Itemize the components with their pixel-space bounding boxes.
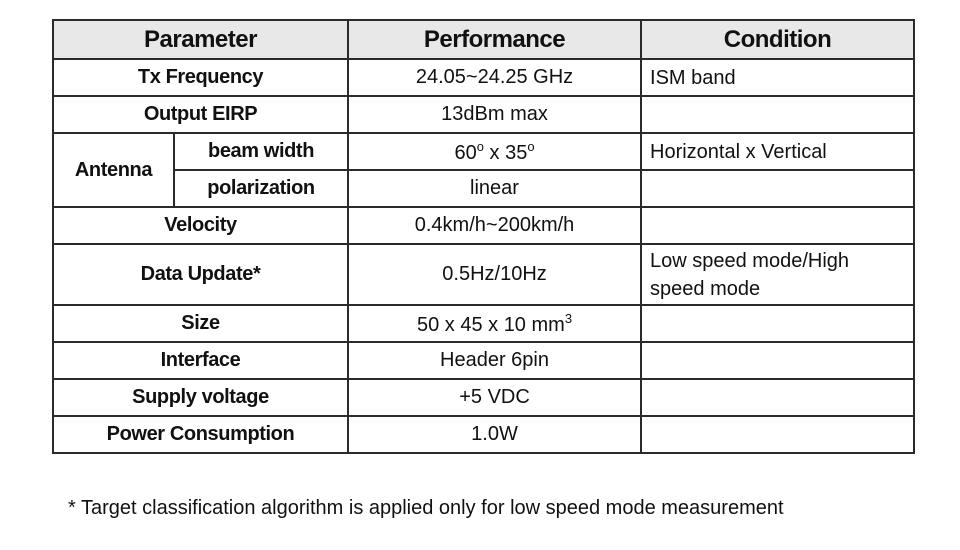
sub-parameter-cell: polarization [172, 169, 350, 208]
parameter-cell: Data Update* [51, 243, 350, 306]
performance-cell: +5 VDC [347, 378, 643, 417]
parameter-cell: Output EIRP [51, 95, 350, 134]
superscript: 3 [564, 310, 573, 326]
superscript: o [476, 138, 484, 154]
superscript: o [527, 138, 535, 154]
condition-cell [640, 206, 916, 245]
text: +5 VDC [459, 386, 530, 408]
header-cell: Performance [347, 19, 643, 60]
parameter-cell: Interface [51, 341, 350, 380]
text: 50 x 45 x 10 mm [416, 313, 565, 336]
table-row: Velocity 0.4km/h~200km/h [51, 206, 916, 245]
condition-cell: Horizontal x Vertical [640, 132, 916, 171]
parameter-cell: Tx Frequency [51, 58, 350, 97]
parameter-cell: Antenna [52, 132, 175, 208]
table-row: Interface Header 6pin [51, 341, 916, 380]
condition-cell [640, 341, 916, 380]
sub-parameter-cell: beam width [172, 132, 350, 171]
table-row: Output EIRP 13dBm max [51, 95, 916, 134]
performance-cell: 0.5Hz/10Hz [347, 243, 643, 306]
table-row: polarization linear [53, 169, 916, 208]
performance-cell: 60o x 35o [347, 132, 643, 171]
table-row: Power Consumption 1.0W [51, 415, 916, 454]
table-row: Size 50 x 45 x 10 mm3 [51, 304, 916, 343]
table-row: Supply voltage +5 VDC [51, 378, 916, 417]
condition-cell [640, 415, 916, 454]
header-cell: Condition [640, 19, 916, 60]
parameter-cell: Power Consumption [51, 415, 350, 454]
condition-cell [640, 95, 916, 134]
condition-cell: ISM band [640, 58, 916, 97]
footnote: * Target classification algorithm is app… [68, 497, 784, 519]
performance-cell: 24.05~24.25 GHz [347, 58, 643, 97]
performance-cell: linear [347, 169, 643, 208]
parameter-cell: Velocity [51, 206, 350, 245]
text: linear [470, 177, 519, 199]
text: 1.0W [471, 423, 518, 445]
condition-cell [640, 304, 916, 343]
spec-table: Parameter Performance Condition Tx Frequ… [51, 19, 916, 454]
text: 13dBm max [441, 103, 548, 125]
table-row: Data Update* 0.5Hz/10Hz Low speed mode/Hig… [51, 243, 916, 306]
performance-cell: 0.4km/h~200km/h [347, 206, 643, 245]
table-row: Tx Frequency 24.05~24.25 GHz ISM band [51, 58, 916, 97]
header-cell: Parameter [51, 19, 350, 60]
parameter-cell: Size [51, 304, 350, 343]
text: 24.05~24.25 GHz [415, 66, 574, 88]
table-row: Antenna beam width 60o x 35o Horizontal x V… [52, 132, 916, 208]
text: x 35 [483, 141, 528, 164]
text: 0.5Hz/10Hz [442, 263, 547, 285]
text: 60 [454, 141, 477, 164]
condition-cell: Low speed mode/High speed mode [640, 243, 916, 306]
condition-cell [640, 169, 916, 208]
condition-cell [640, 378, 916, 417]
performance-cell: 50 x 45 x 10 mm3 [347, 304, 643, 343]
text: Header 6pin [440, 349, 549, 371]
performance-cell: 1.0W [347, 415, 643, 454]
header-row: Parameter Performance Condition [51, 19, 916, 60]
table-body: Tx Frequency 24.05~24.25 GHz ISM band Outpu… [51, 58, 916, 454]
performance-cell: 13dBm max [347, 95, 643, 134]
performance-cell: Header 6pin [347, 341, 643, 380]
text: 0.4km/h~200km/h [414, 214, 575, 236]
parameter-cell: Supply voltage [51, 378, 350, 417]
